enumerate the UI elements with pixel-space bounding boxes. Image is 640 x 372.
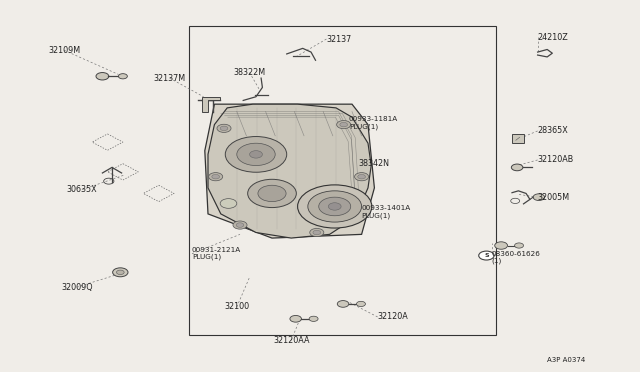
Circle shape — [495, 242, 508, 249]
Text: 38342N: 38342N — [358, 159, 389, 168]
Circle shape — [290, 315, 301, 322]
Circle shape — [309, 316, 318, 321]
Text: 32137: 32137 — [326, 35, 351, 44]
Text: 38322M: 38322M — [234, 68, 266, 77]
Circle shape — [209, 173, 223, 181]
Circle shape — [308, 191, 362, 222]
Text: 08360-61626
(1): 08360-61626 (1) — [492, 251, 540, 264]
Circle shape — [258, 185, 286, 202]
Circle shape — [225, 137, 287, 172]
Text: 32120AA: 32120AA — [273, 336, 310, 345]
Text: 00931-2121A
PLUG(1): 00931-2121A PLUG(1) — [192, 247, 241, 260]
Circle shape — [337, 301, 349, 307]
Circle shape — [212, 174, 220, 179]
Text: 30635X: 30635X — [67, 185, 97, 194]
Circle shape — [220, 126, 228, 131]
Circle shape — [356, 301, 365, 307]
Circle shape — [237, 143, 275, 166]
Circle shape — [358, 174, 365, 179]
Text: 32100: 32100 — [224, 302, 250, 311]
Text: 32120A: 32120A — [378, 312, 408, 321]
Circle shape — [220, 199, 237, 208]
Text: S: S — [484, 253, 489, 258]
Circle shape — [310, 228, 324, 237]
Circle shape — [337, 121, 351, 129]
Circle shape — [511, 164, 523, 171]
Circle shape — [328, 203, 341, 210]
Circle shape — [217, 124, 231, 132]
Text: 00933-1181A
PLUG(1): 00933-1181A PLUG(1) — [349, 116, 398, 129]
Circle shape — [118, 74, 127, 79]
Circle shape — [250, 151, 262, 158]
Bar — [512, 134, 524, 143]
Circle shape — [248, 179, 296, 208]
Circle shape — [340, 122, 348, 127]
Text: 32109M: 32109M — [48, 46, 80, 55]
Circle shape — [479, 251, 494, 260]
Text: 00933-1401A
PLUG(1): 00933-1401A PLUG(1) — [362, 205, 411, 219]
Text: 24210Z: 24210Z — [538, 33, 568, 42]
Circle shape — [515, 243, 524, 248]
Circle shape — [533, 194, 545, 201]
Text: 32005M: 32005M — [538, 193, 570, 202]
Text: 28365X: 28365X — [538, 126, 568, 135]
Text: A3P A0374: A3P A0374 — [547, 357, 586, 363]
Text: 32009Q: 32009Q — [61, 283, 93, 292]
Circle shape — [298, 185, 372, 228]
Circle shape — [313, 230, 321, 235]
Polygon shape — [208, 104, 371, 238]
Circle shape — [233, 221, 247, 229]
Circle shape — [319, 197, 351, 216]
Circle shape — [236, 223, 244, 227]
Circle shape — [96, 73, 109, 80]
Bar — [189, 26, 496, 335]
Text: 32137M: 32137M — [154, 74, 186, 83]
Circle shape — [113, 268, 128, 277]
Text: 32120AB: 32120AB — [538, 155, 574, 164]
Polygon shape — [205, 104, 374, 238]
Circle shape — [116, 270, 124, 275]
Circle shape — [355, 173, 369, 181]
Polygon shape — [202, 97, 220, 112]
